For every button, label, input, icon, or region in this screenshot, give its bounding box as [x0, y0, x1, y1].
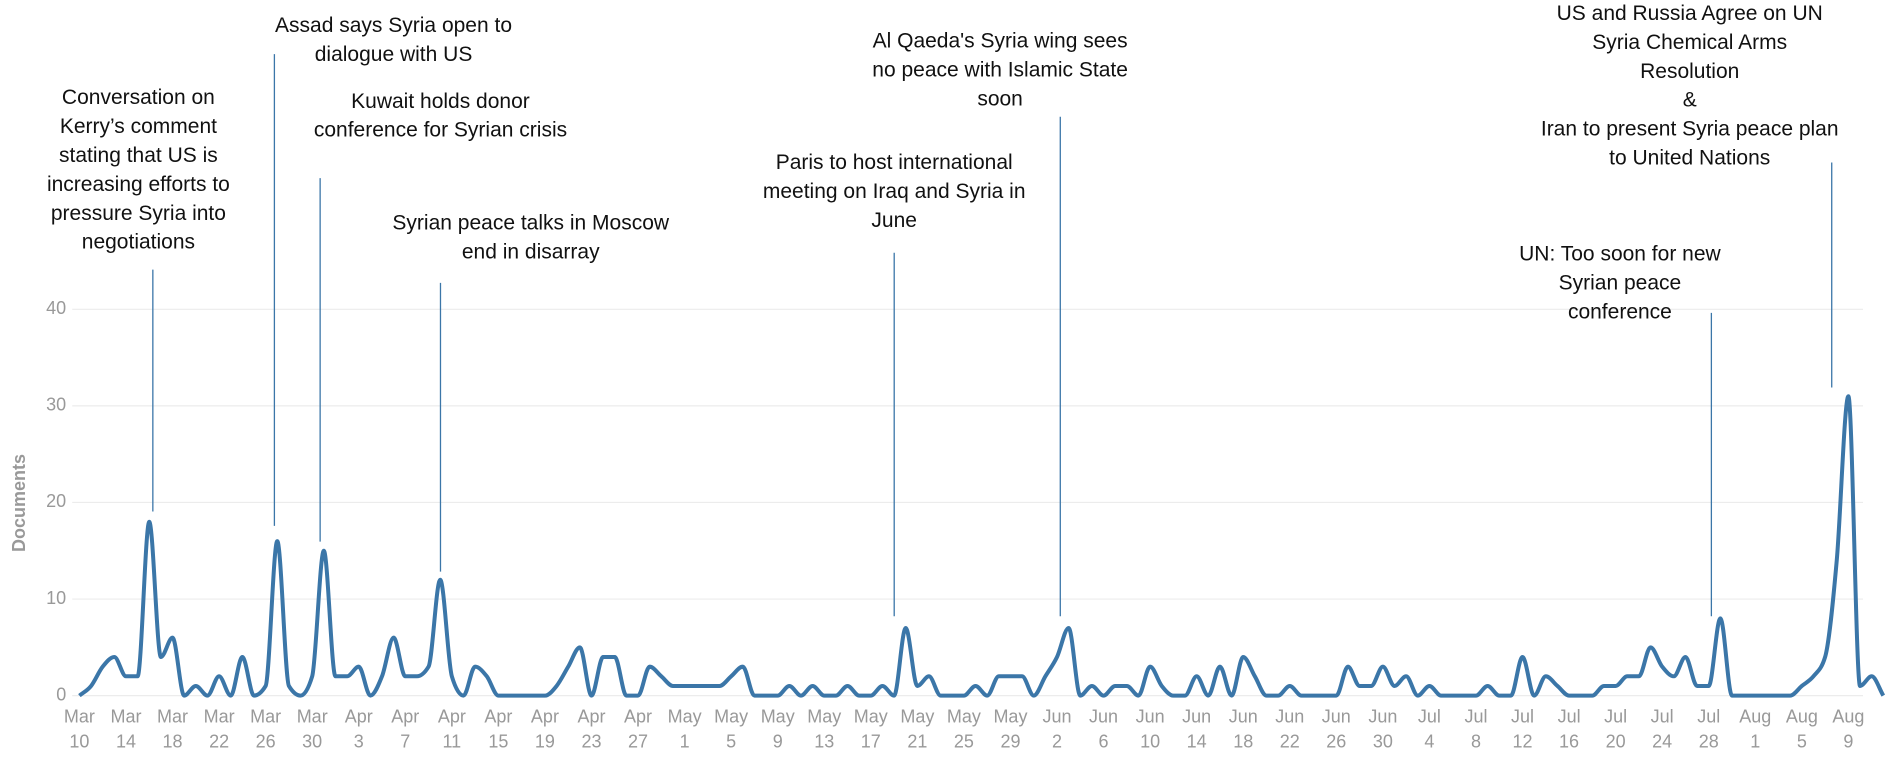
annotation-text: Paris to host international — [776, 151, 1013, 174]
x-tick-label: May 5 — [714, 706, 748, 751]
x-tick-label: Mar 30 — [297, 706, 328, 751]
annotation-text: Assad says Syria open to — [275, 14, 512, 37]
x-tick-label: Jul 4 — [1418, 706, 1441, 751]
annotation-text: Al Qaeda's Syria wing sees — [873, 30, 1128, 53]
x-tick-label: Jun 10 — [1136, 706, 1165, 751]
x-tick-label: Jun 30 — [1368, 706, 1397, 751]
x-tick-label: May 13 — [807, 706, 841, 751]
y-tick-label: 10 — [46, 588, 66, 608]
x-tick-label: Jun 22 — [1275, 706, 1304, 751]
y-tick-label: 40 — [46, 298, 66, 318]
annotation-text: Resolution — [1640, 60, 1739, 83]
x-tick-label: Jul 8 — [1464, 706, 1487, 751]
x-tick-label: May 29 — [993, 706, 1027, 751]
x-tick-label: Aug 1 — [1739, 706, 1771, 751]
x-tick-label: Mar 26 — [250, 706, 281, 751]
x-tick-label: May 25 — [947, 706, 981, 751]
x-tick-label: Jun 14 — [1182, 706, 1211, 751]
x-tick-label: Jun 6 — [1089, 706, 1118, 751]
x-tick-label: May 1 — [668, 706, 702, 751]
annotation-text: Syrian peace talks in Moscow — [392, 211, 669, 234]
x-tick-label: Jun 18 — [1229, 706, 1258, 751]
x-tick-label: Aug 9 — [1832, 706, 1864, 751]
annotation-text: meeting on Iraq and Syria in — [763, 180, 1026, 203]
annotation-text: increasing efforts to — [47, 173, 230, 196]
annotation-text: no peace with Islamic State — [872, 59, 1128, 82]
annotation-text: US and Russia Agree on UN — [1557, 2, 1823, 25]
x-tick-label: Apr 23 — [577, 706, 605, 751]
x-tick-label: Apr 19 — [531, 706, 559, 751]
annotation-text: Conversation on — [62, 86, 215, 109]
x-tick-label: Mar 22 — [204, 706, 235, 751]
x-tick-label: May 17 — [854, 706, 888, 751]
y-tick-label: 30 — [46, 395, 66, 415]
annotation-text: end in disarray — [462, 240, 600, 263]
annotation-text: Iran to present Syria peace plan — [1541, 118, 1839, 141]
annotation-text: & — [1683, 89, 1697, 112]
annotation-text: June — [871, 209, 917, 232]
data-line — [78, 394, 1886, 698]
annotation-text: pressure Syria into — [51, 202, 226, 225]
annotation-text: negotiations — [82, 231, 195, 254]
annotation-text: Kerry’s comment — [60, 115, 217, 138]
x-tick-label: Jul 24 — [1651, 706, 1674, 751]
x-tick-label: Jun 26 — [1322, 706, 1351, 751]
annotation-text: Kuwait holds donor — [351, 90, 530, 113]
x-tick-label: Jul 28 — [1697, 706, 1720, 751]
x-tick-label: May 9 — [761, 706, 795, 751]
annotation-text: Syria Chemical Arms — [1592, 31, 1787, 54]
x-tick-label: Mar 10 — [64, 706, 95, 751]
annotation-text: soon — [977, 87, 1023, 110]
x-tick-label: Jun 2 — [1042, 706, 1071, 751]
annotation-text: UN: Too soon for new — [1519, 243, 1721, 266]
annotation-text: to United Nations — [1609, 146, 1770, 169]
annotation-text: conference — [1568, 300, 1672, 323]
x-tick-label: Jul 20 — [1604, 706, 1627, 751]
y-axis-label: Documents — [9, 454, 29, 552]
x-tick-label: Apr 11 — [438, 706, 466, 751]
annotation-text: Syrian peace — [1559, 272, 1682, 295]
annotation-text: stating that US is — [59, 144, 218, 167]
x-tick-label: Jul 12 — [1511, 706, 1534, 751]
annotation-text: conference for Syrian crisis — [314, 119, 567, 142]
x-tick-label: Apr 3 — [345, 706, 373, 751]
x-tick-label: Mar 14 — [110, 706, 141, 751]
x-tick-label: May 21 — [900, 706, 934, 751]
y-tick-label: 0 — [56, 684, 66, 704]
x-tick-label: Mar 18 — [157, 706, 188, 751]
annotation-text: dialogue with US — [315, 43, 473, 66]
y-tick-label: 20 — [46, 491, 66, 511]
x-tick-label: Apr 15 — [484, 706, 512, 751]
x-tick-label: Jul 16 — [1558, 706, 1581, 751]
x-tick-label: Apr 27 — [624, 706, 652, 751]
x-tick-label: Apr 7 — [391, 706, 419, 751]
x-tick-label: Aug 5 — [1786, 706, 1818, 751]
